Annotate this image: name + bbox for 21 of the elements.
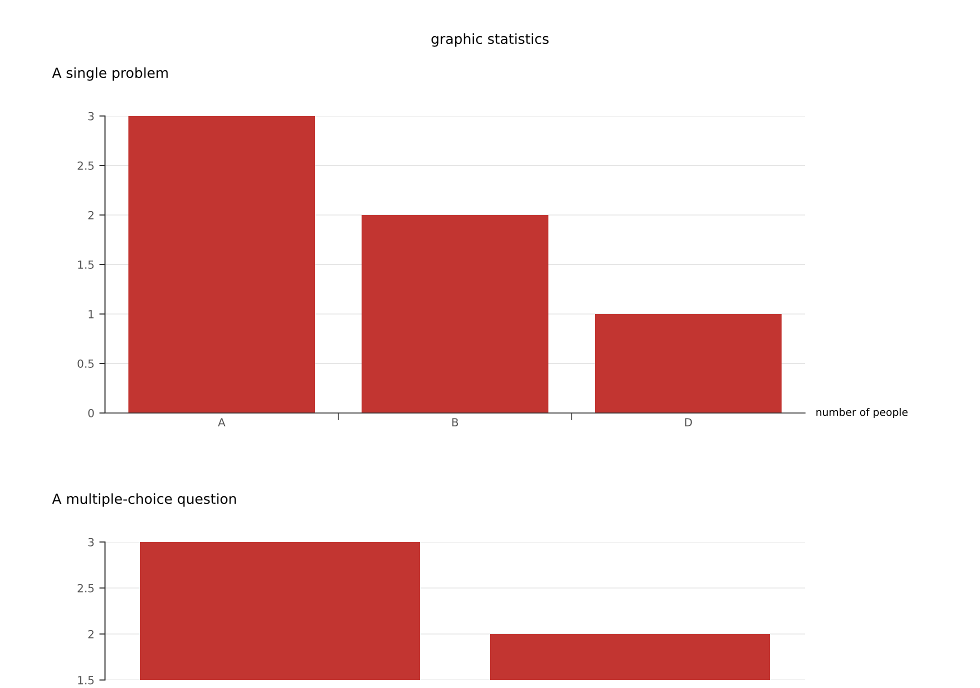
bar xyxy=(362,215,548,413)
x-tick-label: D xyxy=(685,418,692,426)
y-tick-label: 1.5 xyxy=(78,676,94,684)
y-tick-label: 3 xyxy=(88,112,94,120)
x-tick-label: A xyxy=(218,418,226,426)
y-tick-label: 2.5 xyxy=(78,161,94,170)
bar xyxy=(595,314,782,413)
y-tick-label: 2.5 xyxy=(78,584,94,592)
y-tick-label: 2 xyxy=(88,210,94,220)
x-tick-label: B xyxy=(452,418,458,426)
bar xyxy=(128,116,315,413)
chart-title: graphic statistics xyxy=(432,33,549,47)
chart-subtitle: A multiple-choice question xyxy=(52,493,236,507)
y-tick-label: 3 xyxy=(88,538,94,546)
chart-subtitle: A single problem xyxy=(52,67,168,81)
y-tick-label: 0 xyxy=(88,408,94,418)
y-tick-label: 1.5 xyxy=(78,260,94,269)
y-tick-label: 1 xyxy=(88,310,94,318)
y-tick-label: 0.5 xyxy=(78,359,94,368)
y-tick-label: 2 xyxy=(88,630,94,638)
x-axis-title: number of people xyxy=(816,408,908,418)
